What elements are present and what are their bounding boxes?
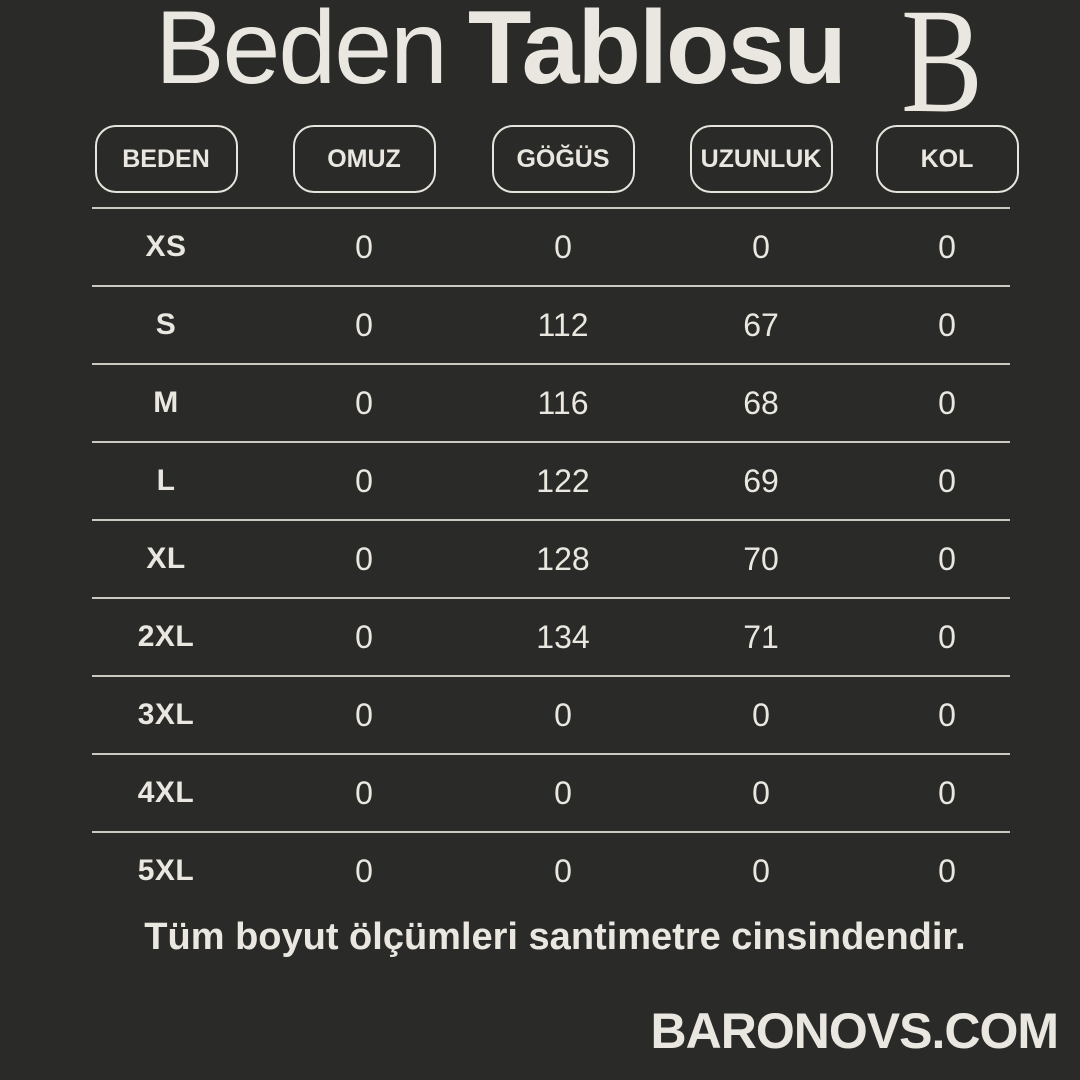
size-label: XS (145, 230, 187, 263)
page-title-bold: Tablosu (467, 0, 847, 106)
column-header-cell-2: GÖĞÜS (488, 125, 638, 193)
size-value: 69 (743, 462, 779, 499)
table-row-4xl: 4XL 0 0 0 0 (92, 755, 1010, 833)
column-header-cell-4: KOL (875, 125, 1019, 193)
size-value: 0 (355, 618, 373, 655)
size-value: 128 (536, 540, 590, 577)
column-header-row: BEDEN OMUZ GÖĞÜS UZUNLUK KOL (92, 125, 1019, 193)
column-header-cell-0: BEDEN (92, 125, 240, 193)
size-value: 0 (355, 228, 373, 265)
size-value: 0 (938, 384, 956, 421)
size-value: 0 (752, 228, 770, 265)
size-value: 0 (938, 540, 956, 577)
size-value: 67 (743, 306, 779, 343)
size-value: 0 (355, 540, 373, 577)
table-row-s: S 0 112 67 0 (92, 287, 1010, 365)
size-value: 116 (537, 384, 589, 421)
size-value: 134 (536, 618, 590, 655)
table-row-3xl: 3XL 0 0 0 0 (92, 677, 1010, 755)
column-header-label-4: KOL (920, 144, 974, 173)
page-title: Beden Tablosu (0, 0, 1000, 103)
size-label: S (155, 308, 177, 341)
size-label: 5XL (137, 854, 195, 887)
size-value: 0 (554, 774, 572, 811)
column-header-pill-1: OMUZ (292, 125, 436, 193)
size-value: 0 (554, 228, 572, 265)
table-row-xs: XS 0 0 0 0 (92, 209, 1010, 287)
size-value: 0 (355, 852, 373, 889)
column-header-cell-1: OMUZ (240, 125, 488, 193)
column-header-pill-2: GÖĞÜS (491, 125, 635, 193)
size-label: 2XL (137, 620, 195, 653)
column-header-label-2: GÖĞÜS (516, 144, 610, 173)
column-header-pill-0: BEDEN (94, 125, 238, 193)
size-label: XL (146, 542, 186, 575)
size-table: XS 0 0 0 0 S 0 112 67 0 M 0 116 68 0 L 0 122 69 0 XL 0 128 70 0 2… (92, 207, 1010, 909)
size-value: 0 (355, 462, 373, 499)
size-value: 0 (752, 774, 770, 811)
column-header-label-0: BEDEN (122, 144, 210, 173)
size-label: 3XL (137, 698, 195, 731)
size-value: 0 (938, 774, 956, 811)
table-row-m: M 0 116 68 0 (92, 365, 1010, 443)
size-value: 0 (938, 618, 956, 655)
size-label: L (156, 464, 176, 497)
size-label: M (153, 386, 179, 419)
column-header-pill-3: UZUNLUK (689, 125, 833, 193)
size-value: 70 (743, 540, 779, 577)
table-row-2xl: 2XL 0 134 71 0 (92, 599, 1010, 677)
column-header-cell-3: UZUNLUK (638, 125, 884, 193)
brand-logo-letter: B (900, 0, 983, 144)
size-label: 4XL (137, 776, 195, 809)
size-value: 0 (938, 462, 956, 499)
header: Beden Tablosu B (0, 0, 1080, 136)
size-value: 0 (938, 852, 956, 889)
size-value: 0 (938, 696, 956, 733)
size-value: 71 (743, 618, 779, 655)
column-header-pill-4: KOL (875, 125, 1019, 193)
size-value: 0 (355, 306, 373, 343)
size-value: 68 (743, 384, 779, 421)
table-row-l: L 0 122 69 0 (92, 443, 1010, 521)
column-header-label-3: UZUNLUK (700, 144, 822, 173)
size-value: 0 (355, 774, 373, 811)
column-header-label-1: OMUZ (327, 144, 401, 173)
size-value: 0 (938, 306, 956, 343)
size-value: 0 (355, 384, 373, 421)
size-value: 0 (554, 696, 572, 733)
units-note: Tüm boyut ölçümleri santimetre cinsinden… (144, 916, 966, 958)
page-title-regular: Beden (155, 0, 448, 106)
size-value: 122 (536, 462, 590, 499)
size-value: 0 (554, 852, 572, 889)
size-value: 0 (938, 228, 956, 265)
brand-website: BARONOVS.COM (650, 1003, 1059, 1059)
table-row-xl: XL 0 128 70 0 (92, 521, 1010, 599)
size-value: 0 (752, 852, 770, 889)
size-value: 0 (752, 696, 770, 733)
table-row-5xl: 5XL 0 0 0 0 (92, 833, 1010, 909)
size-value: 0 (355, 696, 373, 733)
size-value: 112 (537, 306, 589, 343)
